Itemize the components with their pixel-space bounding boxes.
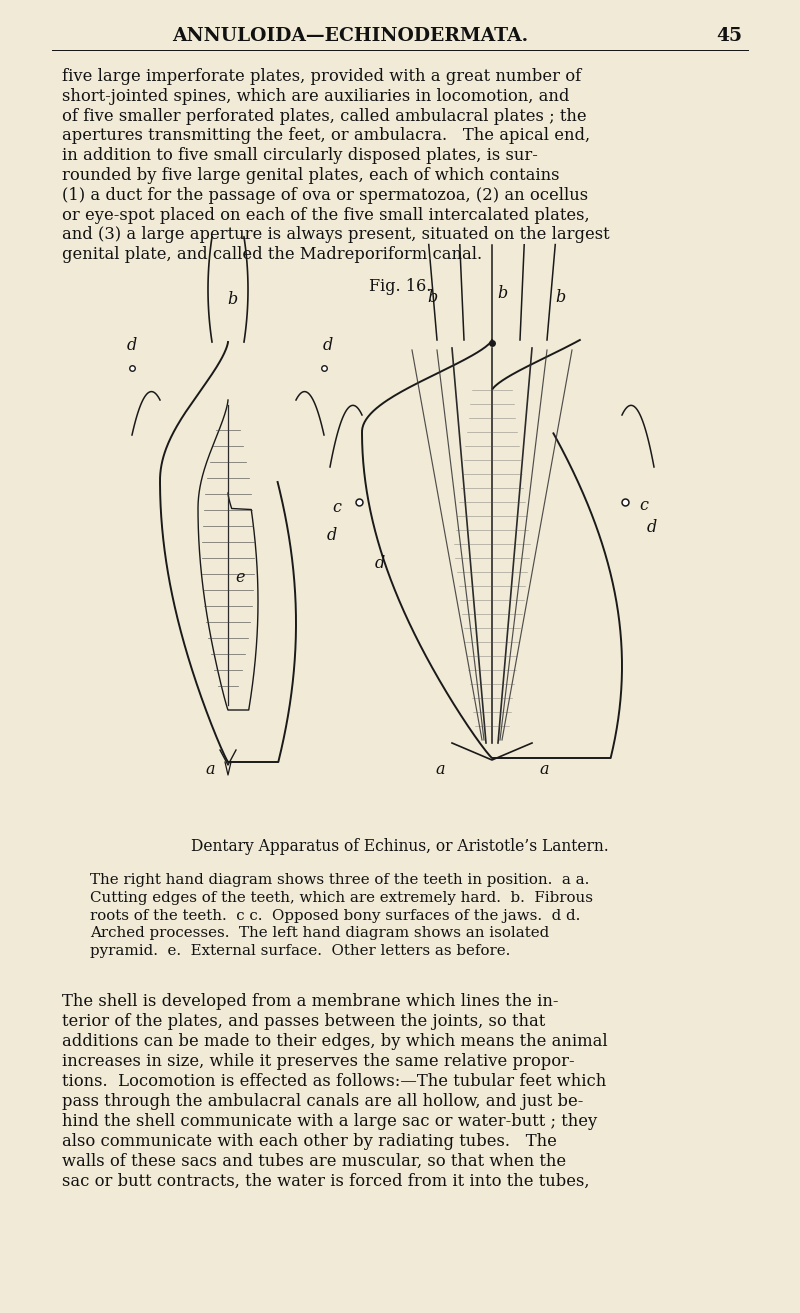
Text: a: a: [206, 762, 214, 779]
Text: a: a: [435, 762, 445, 779]
Text: tions.  Locomotion is effected as follows:—The tubular feet which: tions. Locomotion is effected as follows…: [62, 1073, 606, 1090]
Text: (1) a duct for the passage of ova or spermatozoa, (2) an ocellus: (1) a duct for the passage of ova or spe…: [62, 186, 588, 204]
Text: short-jointed spines, which are auxiliaries in locomotion, and: short-jointed spines, which are auxiliar…: [62, 88, 570, 105]
Text: The right hand diagram shows three of the teeth in position.  a a.: The right hand diagram shows three of th…: [90, 873, 590, 888]
Text: in addition to five small circularly disposed plates, is sur-: in addition to five small circularly dis…: [62, 147, 538, 164]
Text: b: b: [427, 289, 437, 306]
Text: Cutting edges of the teeth, which are extremely hard.  b.  Fibrous: Cutting edges of the teeth, which are ex…: [90, 890, 593, 905]
Text: genital plate, and called the Madreporiform canal.: genital plate, and called the Madreporif…: [62, 247, 482, 263]
Text: and (3) a large aperture is always present, situated on the largest: and (3) a large aperture is always prese…: [62, 226, 610, 243]
Text: five large imperforate plates, provided with a great number of: five large imperforate plates, provided …: [62, 68, 582, 85]
Text: b: b: [497, 285, 507, 302]
Text: terior of the plates, and passes between the joints, so that: terior of the plates, and passes between…: [62, 1014, 546, 1029]
Text: Arched processes.  The left hand diagram shows an isolated: Arched processes. The left hand diagram …: [90, 927, 550, 940]
Text: also communicate with each other by radiating tubes.   The: also communicate with each other by radi…: [62, 1133, 557, 1150]
Text: ANNULOIDA—ECHINODERMATA.: ANNULOIDA—ECHINODERMATA.: [172, 28, 528, 45]
Text: a: a: [539, 762, 549, 779]
Text: c: c: [639, 496, 649, 513]
Text: e: e: [235, 570, 245, 587]
Text: b: b: [555, 289, 565, 306]
Text: walls of these sacs and tubes are muscular, so that when the: walls of these sacs and tubes are muscul…: [62, 1153, 566, 1170]
Text: d: d: [127, 336, 137, 353]
Text: b: b: [227, 291, 237, 309]
Text: 45: 45: [716, 28, 742, 45]
Text: c: c: [333, 499, 342, 516]
Text: increases in size, while it preserves the same relative propor-: increases in size, while it preserves th…: [62, 1053, 574, 1070]
Text: The shell is developed from a membrane which lines the in-: The shell is developed from a membrane w…: [62, 993, 558, 1010]
Text: d: d: [647, 520, 657, 537]
Text: of five smaller perforated plates, called ambulacral plates ; the: of five smaller perforated plates, calle…: [62, 108, 586, 125]
Text: hind the shell communicate with a large sac or water-butt ; they: hind the shell communicate with a large …: [62, 1113, 598, 1130]
Text: pyramid.  e.  External surface.  Other letters as before.: pyramid. e. External surface. Other lett…: [90, 944, 510, 958]
Text: Fig. 16.: Fig. 16.: [369, 278, 431, 295]
Text: roots of the teeth.  c c.  Opposed bony surfaces of the jaws.  d d.: roots of the teeth. c c. Opposed bony su…: [90, 909, 580, 923]
Text: apertures transmitting the feet, or ambulacra.   The apical end,: apertures transmitting the feet, or ambu…: [62, 127, 590, 144]
Text: sac or butt contracts, the water is forced from it into the tubes,: sac or butt contracts, the water is forc…: [62, 1173, 590, 1190]
Text: d: d: [327, 527, 337, 544]
Text: pass through the ambulacral canals are all hollow, and just be-: pass through the ambulacral canals are a…: [62, 1092, 583, 1109]
Text: or eye-spot placed on each of the five small intercalated plates,: or eye-spot placed on each of the five s…: [62, 206, 590, 223]
Text: additions can be made to their edges, by which means the animal: additions can be made to their edges, by…: [62, 1033, 608, 1050]
Text: d: d: [323, 336, 333, 353]
Text: rounded by five large genital plates, each of which contains: rounded by five large genital plates, ea…: [62, 167, 559, 184]
Text: d: d: [375, 554, 385, 571]
Text: Dentary Apparatus of Echinus, or Aristotle’s Lantern.: Dentary Apparatus of Echinus, or Aristot…: [191, 838, 609, 855]
